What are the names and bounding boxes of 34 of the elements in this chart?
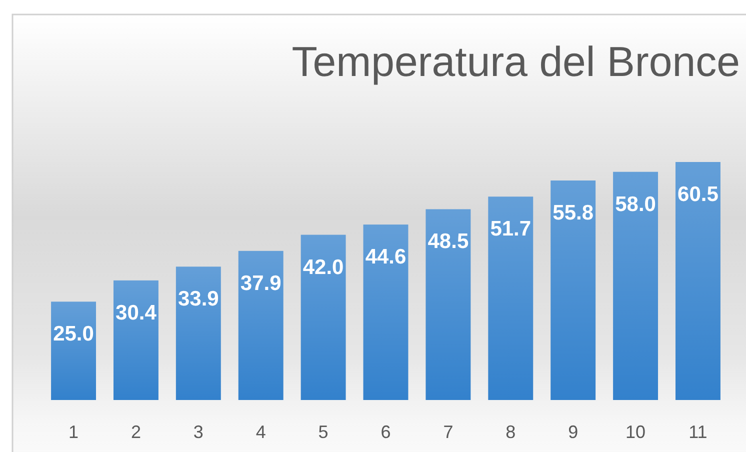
x-tick-label: 2 (130, 422, 141, 442)
x-tick-label: 5 (318, 422, 328, 442)
bar (113, 280, 158, 400)
data-label: 44.6 (365, 246, 406, 269)
bar (488, 196, 534, 400)
x-tick-label: 8 (506, 422, 516, 442)
data-label: 42.0 (302, 256, 344, 279)
x-tick-label: 11 (688, 422, 708, 442)
x-tick-label: 9 (568, 422, 578, 442)
x-tick-label: 3 (193, 422, 204, 442)
bar (426, 209, 471, 400)
bar (176, 266, 221, 400)
bar (550, 180, 596, 400)
data-label: 48.5 (428, 230, 469, 254)
bar (238, 250, 284, 400)
bar (51, 302, 96, 400)
data-label: 25.0 (53, 322, 94, 346)
x-tick-label: 10 (626, 422, 646, 442)
x-tick-label: 6 (380, 422, 391, 442)
bar (363, 224, 408, 400)
data-label: 30.4 (116, 301, 157, 324)
bar (613, 172, 658, 400)
bar (300, 234, 346, 400)
x-tick-label: 4 (256, 422, 266, 442)
data-label: 55.8 (552, 201, 594, 224)
data-label: 33.9 (178, 288, 219, 311)
x-tick-label: 7 (443, 422, 454, 442)
data-label: 60.5 (678, 183, 719, 206)
x-tick-label: 1 (68, 422, 79, 442)
bar (675, 162, 720, 400)
data-label: 58.0 (615, 192, 656, 216)
chart-title: Temperatura del Bronce (292, 38, 740, 85)
data-label: 37.9 (240, 272, 282, 295)
data-label: 51.7 (490, 218, 532, 241)
